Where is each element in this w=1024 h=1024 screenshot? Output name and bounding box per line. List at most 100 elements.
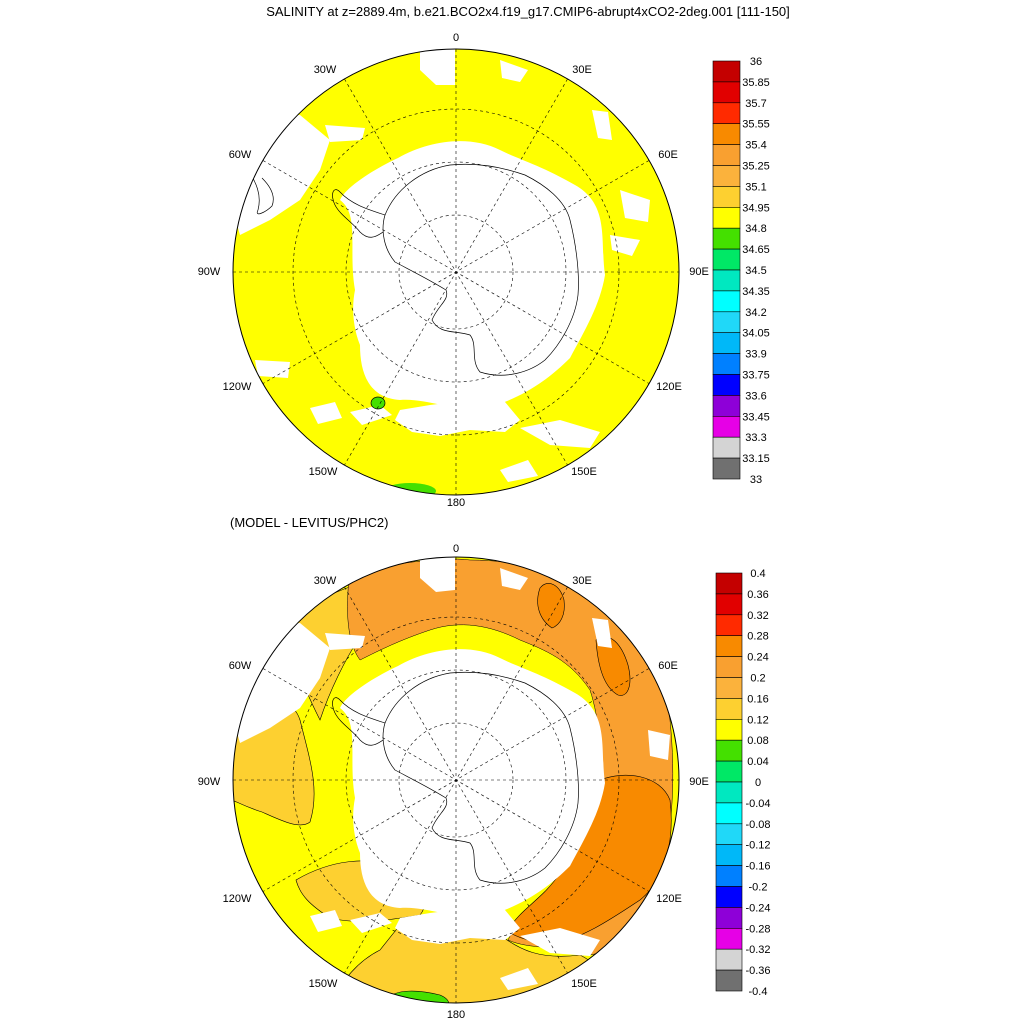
bottom-colorbar-tick-label: 0.2 <box>750 673 765 685</box>
bottom-colorbar-tick-label: 0.28 <box>747 631 768 643</box>
top-colorbar-tick-label: 34.2 <box>745 307 766 319</box>
bottom-colorbar-tick-label: 0 <box>755 777 761 789</box>
bottom-colorbar-swatch <box>715 698 743 720</box>
top-colorbar-swatch <box>712 144 741 166</box>
top-colorbar-swatch <box>712 332 741 354</box>
top-colorbar-swatch <box>712 436 741 459</box>
bottom-colorbar-swatch <box>715 802 743 825</box>
top-lon-0: 0 <box>453 32 459 44</box>
bottom-colorbar-tick-label: -0.28 <box>745 923 770 935</box>
top-colorbar-swatch <box>712 123 741 145</box>
bottom-colorbar-swatch <box>715 593 743 616</box>
top-colorbar-swatch <box>712 374 741 396</box>
top-colorbar-tick-label: 33.75 <box>742 370 770 382</box>
top-colorbar-swatch <box>712 457 741 480</box>
bottom-plot-title: (MODEL - LEVITUS/PHC2) <box>230 515 388 530</box>
top-colorbar-swatch <box>712 102 741 125</box>
bottom-colorbar-swatch <box>715 927 743 950</box>
top-colorbar-tick-label: 33.6 <box>745 390 766 402</box>
bottom-colorbar-swatch <box>715 823 743 845</box>
top-lon-30w: 30W <box>314 64 337 76</box>
bottom-lon-90e: 90E <box>689 776 709 788</box>
top-map: 0 30E 60E 90E 120E 150E 180 150W 120W 90… <box>198 32 709 509</box>
bottom-colorbar-swatch <box>715 614 743 636</box>
top-colorbar-tick-label: 33 <box>750 474 762 486</box>
bottom-colorbar-swatch <box>715 865 743 887</box>
bottom-colorbar-tick-label: -0.08 <box>745 819 770 831</box>
top-colorbar-swatch <box>712 415 741 438</box>
bottom-peninsula-coastline <box>332 697 386 746</box>
top-colorbar-swatch <box>712 186 741 208</box>
top-lon-120w: 120W <box>223 381 252 393</box>
bottom-colorbar-tick-label: -0.36 <box>745 965 770 977</box>
bottom-colorbar-swatch <box>715 635 743 657</box>
bottom-map-border <box>232 556 680 1004</box>
bottom-colorbar-swatch <box>715 969 743 992</box>
bottom-lon-120e: 120E <box>656 893 682 905</box>
bottom-colorbar-tick-label: 0.12 <box>747 714 768 726</box>
top-lon-90e: 90E <box>689 266 709 278</box>
bottom-region-024-028-30e <box>537 583 565 629</box>
bottom-lon-0: 0 <box>453 543 459 555</box>
bottom-antarctica-coastline <box>382 671 579 884</box>
bottom-lon-180: 180 <box>447 1009 465 1021</box>
top-antarctica-coastline <box>382 163 579 376</box>
bottom-colorbar-swatch <box>715 948 743 971</box>
top-colorbar-tick-label: 33.15 <box>742 453 770 465</box>
top-colorbar-tick-label: 35.55 <box>742 119 770 131</box>
top-colorbar: 36 35.85 35.7 35.55 35.4 35.25 35.1 34.95 34.8 34… <box>712 56 770 486</box>
top-colorbar-swatch <box>712 395 741 417</box>
top-colorbar-swatch <box>712 81 741 104</box>
top-graticule <box>233 49 679 495</box>
top-colorbar-tick-label: 35.25 <box>742 161 770 173</box>
top-colorbar-tick-label: 34.35 <box>742 286 770 298</box>
bottom-colorbar-tick-label: -0.04 <box>745 798 770 810</box>
top-colorbar-swatch <box>712 60 741 83</box>
top-colorbar-tick-label: 35.7 <box>745 98 766 110</box>
bottom-graticule <box>233 557 679 1003</box>
bottom-colorbar-swatch <box>715 886 743 908</box>
top-map-border <box>232 48 680 496</box>
top-colorbar-tick-label: 34.95 <box>742 202 770 214</box>
top-colorbar-swatch <box>712 269 741 292</box>
bottom-longitude-labels: 0 30E 60E 90E 120E 150E 180 150W 120W 90… <box>198 543 709 1021</box>
bottom-colorbar-tick-label: -0.16 <box>745 861 770 873</box>
bottom-lon-60w: 60W <box>229 660 252 672</box>
top-colorbar-tick-label: 33.9 <box>745 349 766 361</box>
top-colorbar-swatch <box>712 311 741 333</box>
bottom-colorbar-swatch <box>715 739 743 762</box>
top-colorbar-tick-label: 34.8 <box>745 223 766 235</box>
bottom-colorbar-swatch <box>715 718 743 741</box>
bottom-lon-60e: 60E <box>658 660 678 672</box>
bottom-lon-30e: 30E <box>572 575 592 587</box>
bottom-region-024-028-60e <box>595 636 631 696</box>
top-colorbar-tick-label: 35.1 <box>745 181 766 193</box>
top-peninsula-coastline <box>332 189 386 238</box>
bottom-lon-30w: 30W <box>314 575 337 587</box>
top-plot-title: SALINITY at z=2889.4m, b.e21.BCO2x4.f19_… <box>266 4 790 19</box>
top-lon-120e: 120E <box>656 381 682 393</box>
top-lon-150w: 150W <box>309 466 338 478</box>
top-colorbar-tick-label: 33.3 <box>745 432 766 444</box>
top-lon-60e: 60E <box>658 149 678 161</box>
bottom-colorbar-swatch <box>715 781 743 804</box>
top-lon-150e: 150E <box>571 466 597 478</box>
bottom-map: 0 30E 60E 90E 120E 150E 180 150W 120W 90… <box>198 543 709 1021</box>
top-green-patch <box>370 396 386 410</box>
bottom-colorbar-swatch <box>715 656 743 678</box>
top-colorbar-swatch <box>712 248 741 271</box>
top-colorbar-swatch <box>712 353 741 375</box>
top-colorbar-swatch <box>712 207 741 229</box>
bottom-colorbar-tick-label: 0.32 <box>747 610 768 622</box>
bottom-lon-150w: 150W <box>309 978 338 990</box>
bottom-colorbar-swatch <box>715 572 743 595</box>
bottom-colorbar-tick-label: 0.16 <box>747 693 768 705</box>
bottom-colorbar-swatch <box>715 677 743 699</box>
top-colorbar-tick-label: 35.85 <box>742 77 770 89</box>
bottom-colorbar-tick-label: 0.08 <box>747 735 768 747</box>
top-colorbar-tick-label: 34.65 <box>742 244 770 256</box>
bottom-colorbar-swatch <box>715 760 743 783</box>
top-colorbar-tick-label: 34.05 <box>742 328 770 340</box>
top-colorbar-tick-label: 36 <box>750 56 762 68</box>
bottom-colorbar-tick-label: 0.04 <box>747 756 768 768</box>
